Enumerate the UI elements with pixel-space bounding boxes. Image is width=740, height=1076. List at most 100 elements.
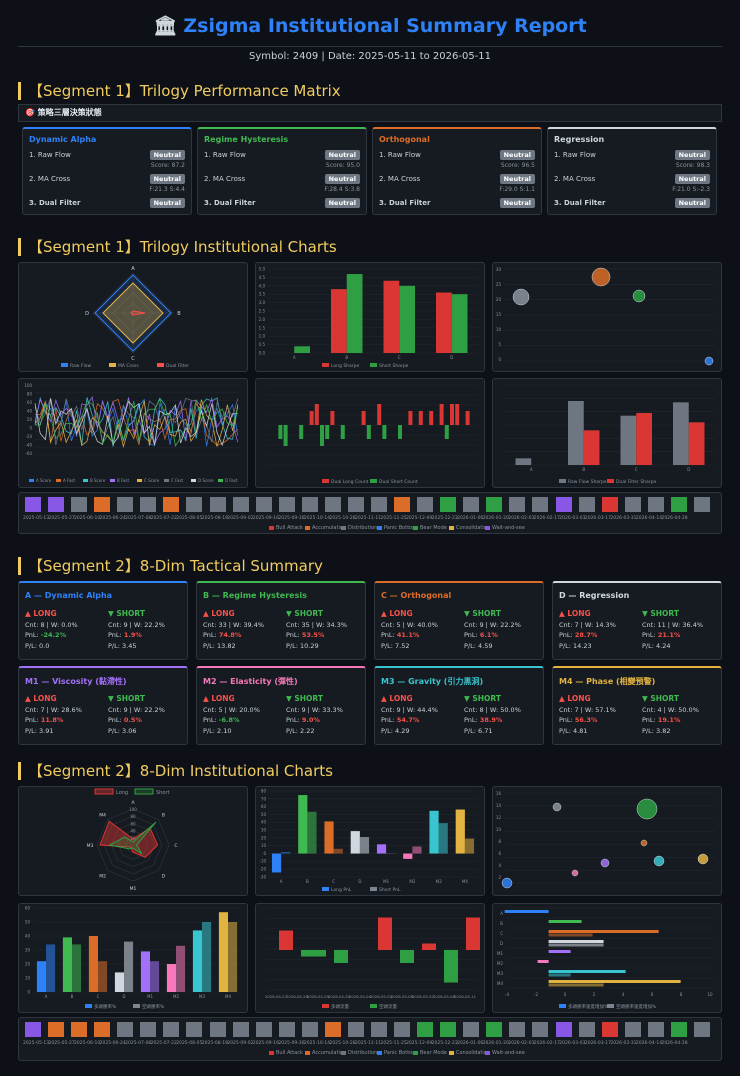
bubble (640, 839, 648, 847)
y-tick: 20 (261, 835, 267, 840)
legend-swatch (83, 479, 88, 482)
bubble (552, 802, 562, 812)
long-pnl-bar (350, 831, 360, 854)
regime-swatch (25, 1022, 41, 1037)
y-tick: 20 (496, 297, 502, 302)
x-tick: M3 (436, 879, 442, 884)
regime-swatch (555, 497, 572, 512)
short-speed-bar (548, 933, 593, 937)
y-tick: 8 (498, 839, 501, 844)
regime-swatch (578, 1022, 595, 1037)
ribbon-date: 2025-11-11 (355, 516, 382, 521)
dim-hbar-chart: A B C D M1 M2 M3 M4 -4 -2 0 2 4 6 8 10 多頭勝率速度增加% 空頭勝率速度增加… (492, 903, 722, 1013)
radar-tick: 100 (129, 807, 137, 812)
legend-swatch (607, 479, 614, 483)
dim-card: A — Dynamic Alpha ▲ LONG Cnt: 8 | W: 0.0% P… (18, 581, 188, 660)
legend-label: 多頭流量 (331, 1003, 349, 1010)
regime-swatch (647, 497, 664, 512)
filter-sharpe-chart: A B C D Raw Flow Sharpe Dual Filter Sharpe (492, 378, 722, 488)
regime-swatch (163, 1022, 180, 1037)
pnl-line: PnL: 1.9% (108, 630, 183, 641)
ribbon-date: 2026-03-03 (559, 1041, 586, 1046)
legend-label: Accumulation (312, 525, 347, 531)
x-tick: M3 (199, 994, 205, 999)
legend-swatch (341, 1051, 346, 1055)
radar-tick: 40 (130, 829, 136, 834)
y-tick: -20 (25, 434, 32, 439)
pnl-label: PnL: (464, 631, 478, 639)
x-tick: A (530, 467, 533, 472)
short-pnl-bar (412, 846, 422, 854)
long-speed-bar (504, 910, 549, 913)
legend-label: D Score (198, 478, 214, 483)
ribbon-date: 2026-02-03 (508, 516, 535, 521)
legend-swatch (322, 363, 329, 367)
long-winrate-bar (36, 961, 46, 992)
report-header: 🏛 Zsigma Institutional Summary Report Sym… (0, 14, 740, 62)
x-tick: B (345, 355, 348, 360)
bubble (632, 289, 646, 303)
legend-swatch (413, 526, 418, 530)
regime-swatch (347, 497, 364, 512)
ribbon-date: 2025-08-05 (176, 516, 203, 521)
x-tick: B (306, 879, 309, 884)
dim-name: M4 — Phase (相變預警) (559, 677, 656, 686)
raw-flow-sharpe-bar (568, 401, 584, 465)
ribbon-date: 2025-06-24 (99, 516, 126, 521)
regime-swatch (71, 1022, 88, 1037)
y-tick: 100 (24, 383, 32, 388)
card-row: 3. Dual Filter Neutral (204, 198, 360, 209)
count-bar (309, 411, 314, 425)
report-subtitle: Symbol: 2409 | Date: 2025-05-11 to 2026-… (248, 51, 492, 62)
card-row: 3. Dual Filter Neutral (379, 198, 535, 209)
pnl-value: 28.7% (574, 631, 598, 639)
long-speed-bar (548, 970, 626, 973)
radar-ring (103, 815, 163, 875)
y-tick: M2 (497, 961, 503, 966)
x-tick: 2026-05-08 (433, 994, 456, 999)
ribbon-date: 2025-08-19 (201, 1041, 228, 1046)
ribbon-date: 2025-09-02 (227, 1041, 254, 1046)
legend-label: Long PnL (331, 887, 352, 893)
score-series (34, 398, 239, 446)
short-label: ▼ SHORT (108, 694, 145, 703)
y-tick: 40 (25, 934, 31, 939)
bubble (653, 855, 665, 867)
short-sharpe-bar (346, 274, 363, 353)
radar-ring (96, 808, 170, 882)
regime-swatch (71, 497, 88, 512)
x-tick: 2026-04-27 (265, 994, 288, 999)
y-tick: 40 (261, 820, 267, 825)
pl-ratio: P/L: 13.82 (203, 641, 236, 650)
pnl-label: PnL: (642, 631, 656, 639)
raw-flow-sharpe-bar (515, 458, 532, 465)
long-speed-bar (548, 980, 681, 983)
x-tick: M1 (383, 879, 389, 884)
ribbon-date: 2025-11-25 (380, 516, 407, 521)
radar-tick: 60 (130, 821, 136, 826)
card-row: 1. Raw Flow Neutral (204, 150, 360, 161)
section-8dim-summary: 【Segment 2】8-Dim Tactical Summary (18, 557, 323, 575)
flow-bar (378, 917, 392, 950)
y-tick: 50 (25, 920, 31, 925)
ma-cross-area (102, 282, 164, 344)
long-sharpe-bar (331, 289, 347, 353)
dual-filter-area (130, 310, 146, 316)
ribbon-date: 2025-06-24 (99, 1041, 126, 1046)
legend-label: Panic Bottom (384, 1050, 418, 1056)
pnl-value: 53.5% (301, 631, 325, 639)
y-tick: 0 (27, 990, 30, 995)
ribbon-date: 2026-01-20 (482, 516, 509, 521)
short-sharpe-bar (399, 285, 415, 353)
y-tick: M4 (497, 981, 503, 986)
legend-label: A Fast (63, 478, 75, 483)
y-tick: 10 (25, 976, 31, 981)
legend-label: MA Cross (118, 363, 139, 369)
dim-name: C — Orthogonal (381, 591, 452, 600)
short-winrate-bar (176, 945, 186, 992)
legend-label: 多頭勝率速度增加% (568, 1003, 609, 1010)
x-tick: 8 (680, 992, 683, 997)
legend-label: Bull Attack (276, 525, 303, 531)
count-winrate: Cnt: 5 | W: 20.0% (203, 705, 260, 714)
short-pnl-bar (438, 823, 448, 854)
